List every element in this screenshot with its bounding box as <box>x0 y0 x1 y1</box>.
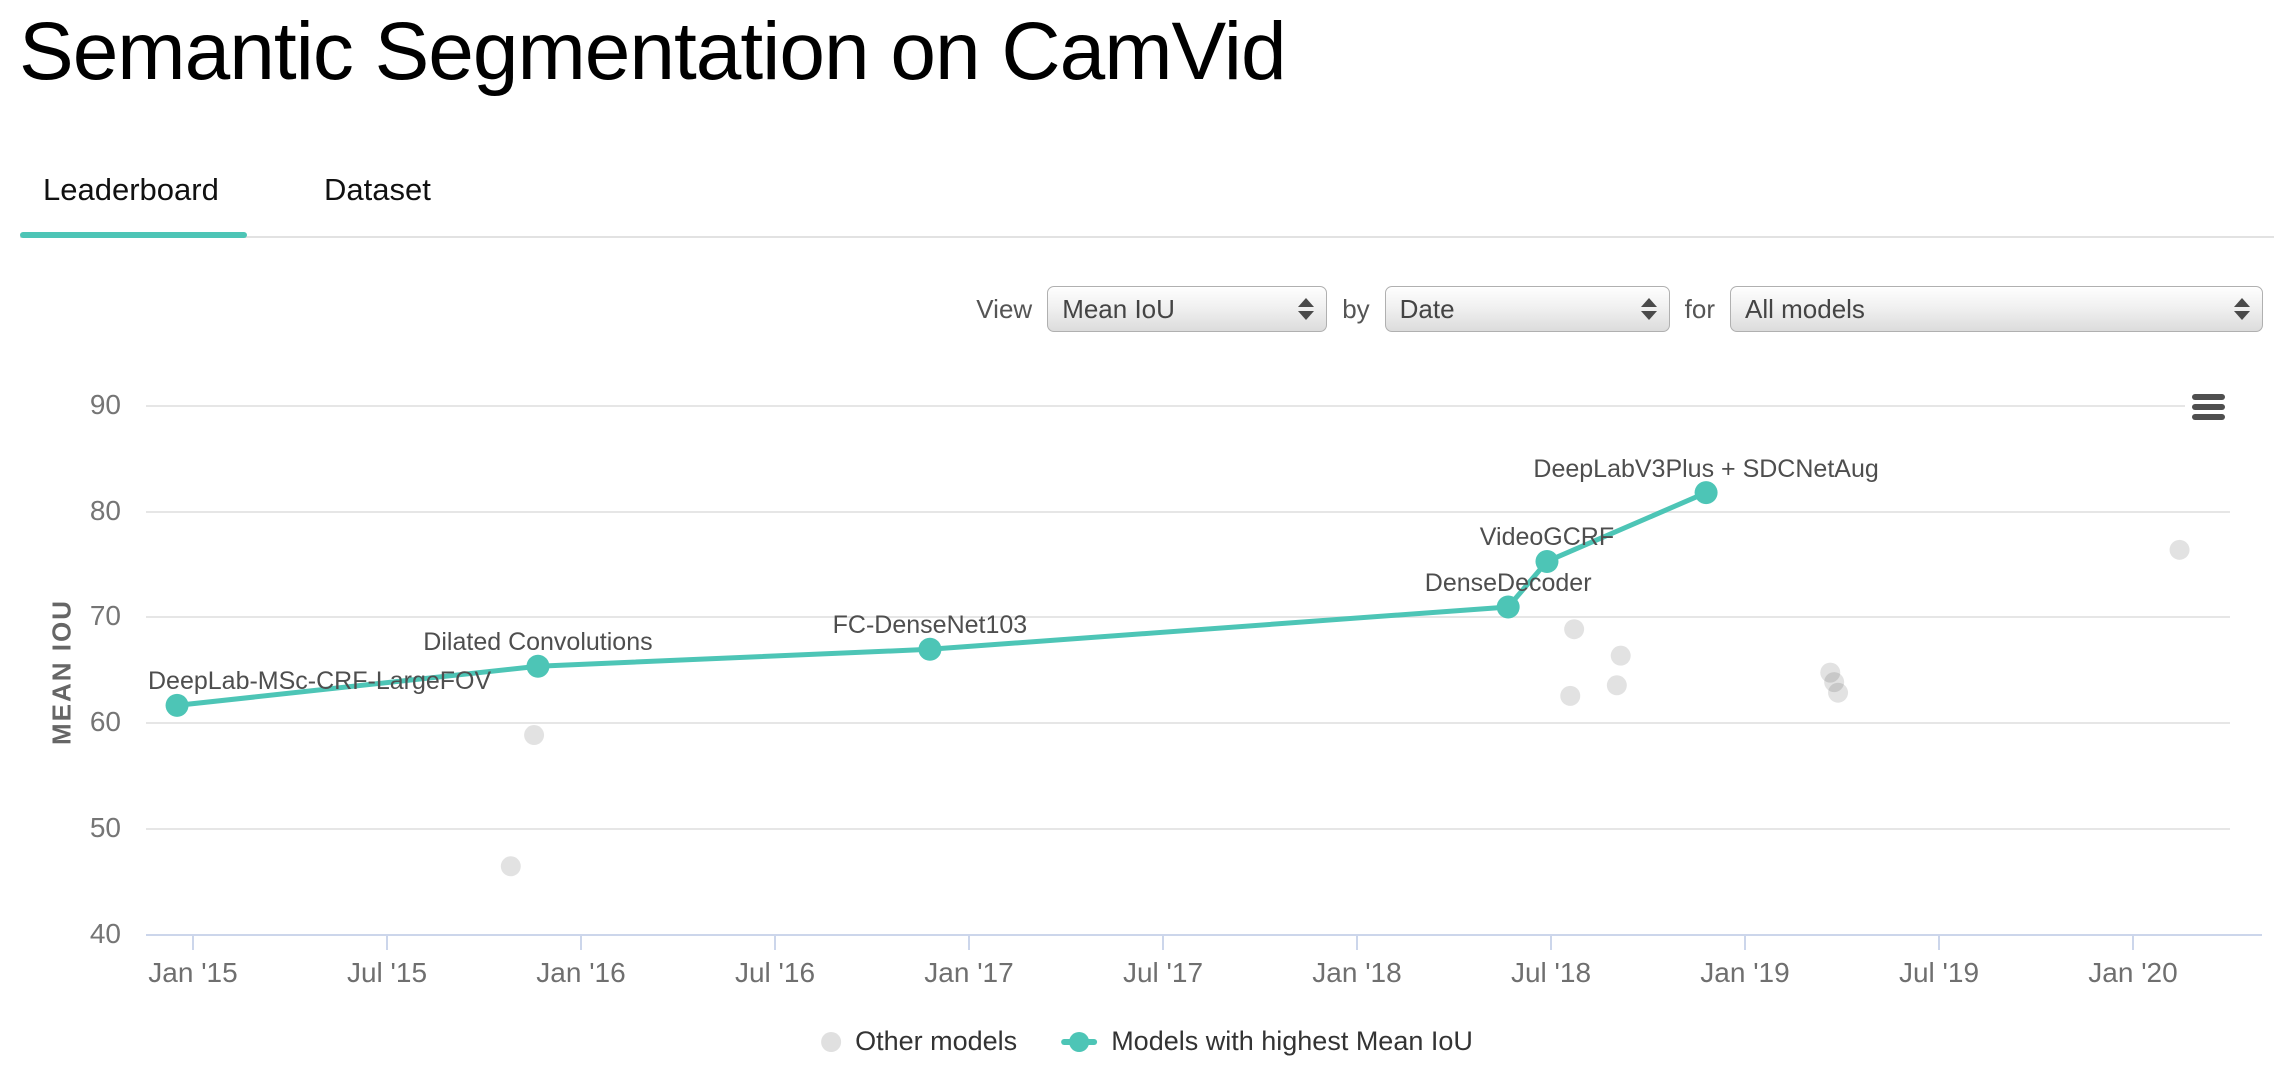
best-model-point[interactable] <box>1535 549 1559 573</box>
x-tick-label: Jul '18 <box>1510 957 1592 988</box>
best-model-point[interactable] <box>1694 481 1718 505</box>
tab-leaderboard[interactable]: Leaderboard <box>43 172 219 207</box>
x-tick-mark <box>386 934 388 950</box>
x-tick-label: Jan '20 <box>2088 957 2178 988</box>
legend-label: Models with highest Mean IoU <box>1111 1026 1473 1056</box>
select-spinner-icon <box>1640 298 1657 320</box>
x-tick-label: Jul '15 <box>346 957 428 988</box>
y-tick-label: 50 <box>89 812 121 843</box>
best-models-line <box>174 490 1709 708</box>
y-gridline <box>146 511 2230 513</box>
x-tick-label: Jan '17 <box>924 957 1014 988</box>
x-tick-label: Jan '19 <box>1700 957 1790 988</box>
y-gridline <box>146 405 2230 407</box>
select-spinner-icon <box>1298 298 1315 320</box>
x-tick-label: Jul '17 <box>1122 957 1204 988</box>
x-tick-label: Jul '16 <box>734 957 816 988</box>
best-model-point[interactable] <box>165 693 189 717</box>
best-model-point[interactable] <box>526 654 550 678</box>
other-model-point[interactable] <box>1610 645 1631 666</box>
y-gridline <box>146 828 2230 830</box>
x-tick-mark <box>1162 934 1164 950</box>
point-label: DeepLab-MSc-CRF-LargeFOV <box>148 667 492 696</box>
x-tick-mark <box>968 934 970 950</box>
tab-dataset[interactable]: Dataset <box>324 172 431 207</box>
point-label: Dilated Convolutions <box>423 628 653 657</box>
hamburger-icon <box>2191 394 2225 400</box>
y-gridline <box>146 616 2230 618</box>
point-label: DenseDecoder <box>1424 568 1592 597</box>
other-model-point[interactable] <box>1606 675 1627 696</box>
models-select-value: All models <box>1745 293 1865 324</box>
axis-select-value: Date <box>1399 293 1455 324</box>
best-model-point[interactable] <box>918 637 942 661</box>
x-tick-label: Jul '19 <box>1898 957 1980 988</box>
legend-label: Other models <box>855 1026 1018 1056</box>
y-gridline <box>146 722 2230 724</box>
y-tick-label: 90 <box>89 389 121 420</box>
legend-item-other-models[interactable]: Other models <box>821 1026 1017 1057</box>
x-tick-mark <box>580 934 582 950</box>
x-tick-mark <box>192 934 194 950</box>
x-tick-label: Jan '18 <box>1312 957 1402 988</box>
x-tick-mark <box>1938 934 1940 950</box>
best-model-point[interactable] <box>1496 595 1520 619</box>
axis-select[interactable]: Date <box>1384 286 1670 332</box>
other-model-point[interactable] <box>1824 672 1845 693</box>
y-tick-label: 40 <box>89 918 121 949</box>
x-axis-line <box>146 934 2262 936</box>
metric-select-value: Mean IoU <box>1062 293 1175 324</box>
chart-legend: Other models Models with highest Mean Io… <box>821 1026 1473 1057</box>
x-tick-mark <box>1744 934 1746 950</box>
other-model-point[interactable] <box>1820 662 1841 683</box>
point-label: FC-DenseNet103 <box>832 611 1028 640</box>
by-label: by <box>1342 293 1370 324</box>
y-tick-label: 80 <box>89 495 121 526</box>
other-model-point[interactable] <box>524 725 545 746</box>
chart-filter-controls: View Mean IoU by Date for All models <box>976 285 2263 333</box>
gray-dot-icon <box>821 1031 842 1052</box>
x-tick-mark <box>1550 934 1552 950</box>
teal-line-dot-icon <box>1061 1031 1098 1053</box>
other-model-point[interactable] <box>500 856 521 877</box>
other-model-point[interactable] <box>2169 539 2190 560</box>
chart-export-menu-button[interactable] <box>2185 389 2231 425</box>
legend-item-highest-mean-iou[interactable]: Models with highest Mean IoU <box>1061 1026 1473 1057</box>
other-model-point[interactable] <box>1560 685 1581 706</box>
other-model-point[interactable] <box>1828 682 1849 703</box>
tabs-divider <box>20 236 2274 238</box>
metric-select[interactable]: Mean IoU <box>1047 286 1328 332</box>
x-tick-mark <box>774 934 776 950</box>
point-label: VideoGCRF <box>1479 523 1615 552</box>
y-tick-label: 70 <box>89 600 121 631</box>
view-label: View <box>976 293 1033 324</box>
models-select[interactable]: All models <box>1730 286 2263 332</box>
x-tick-mark <box>2132 934 2134 950</box>
page-title: Semantic Segmentation on CamVid <box>19 6 1287 97</box>
point-label: DeepLabV3Plus + SDCNetAug <box>1533 454 1879 483</box>
x-tick-label: Jan '15 <box>148 957 238 988</box>
for-label: for <box>1684 293 1715 324</box>
x-tick-label: Jan '16 <box>536 957 626 988</box>
y-tick-label: 60 <box>89 706 121 737</box>
x-tick-mark <box>1356 934 1358 950</box>
active-tab-underline <box>20 232 247 238</box>
other-model-point[interactable] <box>1564 619 1585 640</box>
select-spinner-icon <box>2234 298 2250 320</box>
